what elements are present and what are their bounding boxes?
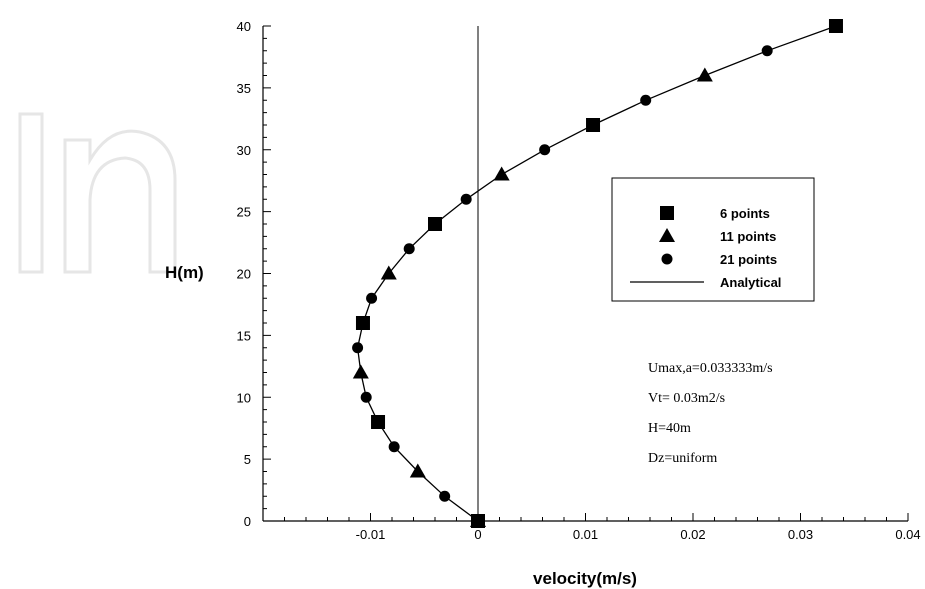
legend-circle-marker — [661, 253, 673, 265]
triangle-point — [409, 463, 426, 478]
y-tick-label: 30 — [237, 143, 251, 158]
circle-point — [366, 292, 378, 304]
legend-label: 21 points — [720, 252, 777, 267]
circle-point — [460, 193, 472, 205]
annotation-line: Umax,a=0.033333m/s — [648, 361, 773, 376]
y-tick-label: 25 — [237, 205, 251, 220]
x-ticks — [262, 513, 909, 521]
x-tick-label: 0.04 — [895, 527, 920, 542]
circle-point — [352, 342, 364, 354]
circle-point — [640, 94, 652, 106]
triangle-point — [352, 364, 369, 379]
parameter-annotations: Umax,a=0.033333m/s Vt= 0.03m2/s H=40m Dz=un… — [648, 361, 773, 466]
square-point — [828, 19, 843, 33]
circle-point — [403, 243, 415, 255]
x-tick-label: 0.03 — [788, 527, 813, 542]
square-point — [428, 217, 442, 231]
y-tick-label: 15 — [237, 328, 251, 343]
square-point — [371, 415, 386, 429]
circle-point — [439, 490, 451, 502]
annotation-line: Vt= 0.03m2/s — [648, 391, 725, 406]
triangle-point — [696, 67, 713, 82]
annotation-line: H=40m — [648, 421, 691, 436]
y-tick-labels: 0 5 10 15 20 25 30 35 40 — [237, 19, 251, 529]
legend-label: 6 points — [720, 206, 770, 221]
y-tick-label: 0 — [244, 514, 251, 529]
legend-triangle-marker — [659, 228, 675, 242]
y-tick-label: 5 — [244, 452, 251, 467]
square-point — [586, 118, 601, 132]
axes: -0.01 0 0.01 0.02 0.03 0.04 0 5 10 15 20 25 30 35 40 — [237, 19, 921, 542]
x-tick-labels: -0.01 0 0.01 0.02 0.03 0.04 — [356, 527, 921, 542]
series-circle — [352, 45, 773, 527]
circle-point — [539, 144, 551, 156]
circle-point — [388, 441, 400, 453]
y-tick-label: 40 — [237, 19, 251, 34]
legend-square-marker — [660, 206, 674, 220]
square-point — [355, 316, 370, 330]
annotation-line: Dz=uniform — [648, 451, 717, 466]
legend-box — [611, 177, 815, 302]
circle-point — [360, 391, 372, 403]
plot-area — [352, 19, 843, 528]
legend: 6 points 11 points 21 points Analytical — [611, 177, 815, 302]
x-tick-label: 0.02 — [680, 527, 705, 542]
x-tick-label: 0 — [474, 527, 481, 542]
y-tick-label: 20 — [237, 267, 251, 282]
y-ticks — [263, 25, 271, 522]
x-axis-title: velocity(m/s) — [533, 569, 637, 588]
legend-label: 11 points — [720, 229, 776, 244]
x-tick-label: 0.01 — [573, 527, 598, 542]
triangle-point — [380, 265, 397, 280]
circle-point — [472, 515, 484, 527]
y-axis-title: H(m) — [165, 263, 204, 282]
x-tick-label: -0.01 — [356, 527, 386, 542]
watermark-logo — [18, 112, 177, 274]
y-tick-label: 10 — [237, 390, 251, 405]
y-tick-label: 35 — [237, 81, 251, 96]
triangle-point — [493, 166, 510, 181]
circle-point — [761, 45, 773, 57]
legend-items: 6 points 11 points 21 points Analytical — [630, 206, 781, 290]
legend-label: Analytical — [720, 275, 781, 290]
